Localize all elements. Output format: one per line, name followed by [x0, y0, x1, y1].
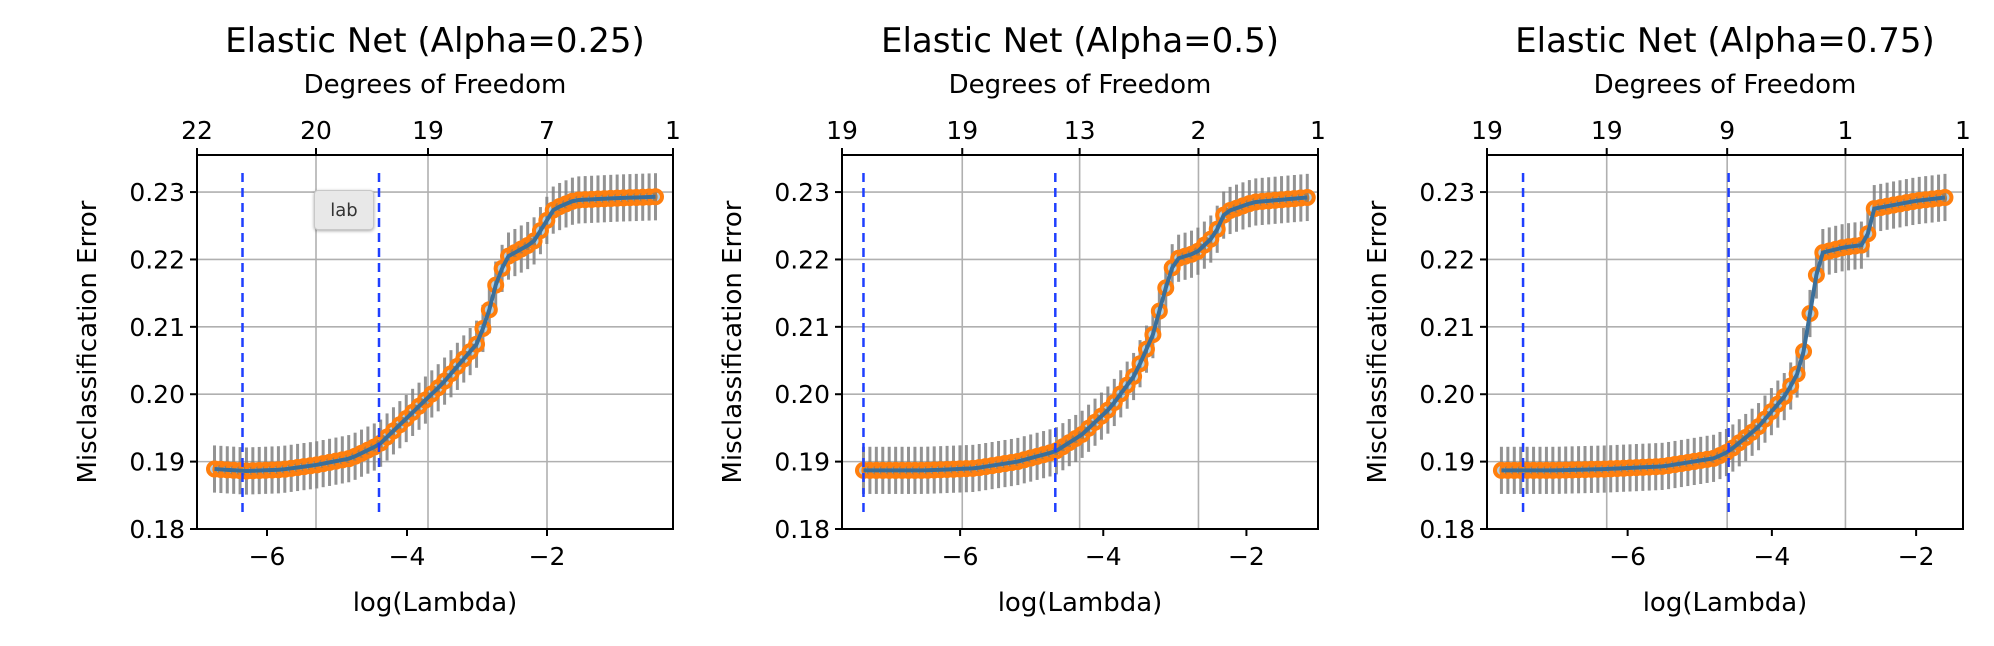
top-tick-label: 1: [665, 116, 681, 145]
cv-curve: [214, 194, 656, 474]
x-tick-label: −6: [1609, 542, 1646, 571]
x-tick-label: −2: [1898, 542, 1935, 571]
y-tick-label: 0.18: [1419, 515, 1475, 544]
x-axis-label: log(Lambda): [353, 588, 518, 618]
x-tick-label: −2: [529, 542, 566, 571]
y-axis-label: Misclassification Error: [718, 200, 748, 483]
top-axis-label: Degrees of Freedom: [949, 70, 1212, 100]
top-axis-label: Degrees of Freedom: [1594, 70, 1857, 100]
top-tick-label: 20: [300, 116, 332, 145]
y-tick-label: 0.22: [1419, 245, 1475, 274]
y-tick-label: 0.23: [1419, 178, 1475, 207]
top-tick-label: 1: [1955, 116, 1971, 145]
panel-3: −6 −4 −2 19 19 9 1 1 0.18 0.19 0.20 0.21 0.22 0.23 Ela…: [1363, 21, 1971, 618]
cv-curve: [863, 195, 1308, 473]
y-tick-label: 0.21: [129, 313, 185, 342]
y-tick-label: 0.21: [774, 313, 830, 342]
y-tick-label: 0.19: [774, 448, 830, 477]
top-tick-label: 9: [1719, 116, 1735, 145]
y-tick-label: 0.23: [774, 178, 830, 207]
x-tick-label: −6: [249, 542, 286, 571]
plot-frame: [196, 154, 674, 530]
chart-title: Elastic Net (Alpha=0.75): [1515, 21, 1935, 61]
y-tick-label: 0.23: [129, 178, 185, 207]
y-tick-label: 0.22: [774, 245, 830, 274]
top-tick-label: 19: [946, 116, 978, 145]
top-tick-label: 7: [539, 116, 555, 145]
top-tick-label: 2: [1191, 116, 1207, 145]
top-tick-label: 19: [412, 116, 444, 145]
y-tick-label: 0.18: [774, 515, 830, 544]
top-tick-label: 19: [1471, 116, 1503, 145]
y-tick-label: 0.21: [1419, 313, 1475, 342]
top-axis-label: Degrees of Freedom: [304, 70, 567, 100]
chart-title: Elastic Net (Alpha=0.5): [881, 21, 1279, 61]
x-tick-label: −4: [1085, 542, 1122, 571]
y-tick-label: 0.20: [774, 380, 830, 409]
y-tick-label: 0.18: [129, 515, 185, 544]
y-tick-label: 0.20: [129, 380, 185, 409]
panel-2: −6 −4 −2 19 19 13 2 1 0.18 0.19 0.20 0.21 0.22 0.23 El…: [718, 21, 1326, 618]
top-tick-label: 19: [826, 116, 858, 145]
x-axis-label: log(Lambda): [1643, 588, 1808, 618]
y-axis-label: Misclassification Error: [73, 200, 103, 483]
top-tick-label: 19: [1591, 116, 1623, 145]
x-tick-label: −4: [1753, 542, 1790, 571]
x-tick-label: −2: [1228, 542, 1265, 571]
lab-tooltip: lab: [314, 190, 374, 230]
top-tick-label: 13: [1064, 116, 1096, 145]
top-tick-label: 22: [181, 116, 213, 145]
y-tick-label: 0.19: [1419, 448, 1475, 477]
y-axis-label: Misclassification Error: [1363, 200, 1393, 483]
y-tick-label: 0.19: [129, 448, 185, 477]
plot-frame: [1486, 154, 1964, 530]
x-tick-label: −4: [389, 542, 426, 571]
y-tick-label: 0.22: [129, 245, 185, 274]
x-axis-label: log(Lambda): [998, 588, 1163, 618]
top-tick-label: 1: [1310, 116, 1326, 145]
x-tick-label: −6: [942, 542, 979, 571]
top-tick-label: 1: [1837, 116, 1853, 145]
chart-title: Elastic Net (Alpha=0.25): [225, 21, 645, 61]
cv-curve: [1501, 195, 1946, 473]
y-tick-label: 0.20: [1419, 380, 1475, 409]
panel-1: −6 −4 −2 22 20 19 7 1 0.18 0.19 0.20 0.21 0.22 0.23 El…: [73, 21, 681, 618]
